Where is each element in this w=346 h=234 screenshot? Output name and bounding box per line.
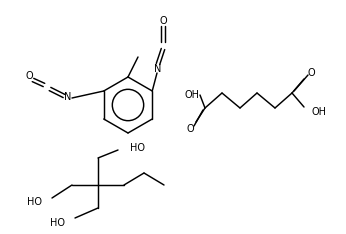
Text: N: N [64,92,72,102]
Text: HO: HO [27,197,42,207]
Text: OH: OH [184,90,200,100]
Text: OH: OH [312,107,327,117]
Text: HO: HO [130,143,145,153]
Text: O: O [307,68,315,78]
Text: O: O [186,124,194,134]
Text: N: N [154,64,162,74]
Text: O: O [25,71,33,81]
Text: O: O [159,16,167,26]
Text: HO: HO [50,218,65,228]
